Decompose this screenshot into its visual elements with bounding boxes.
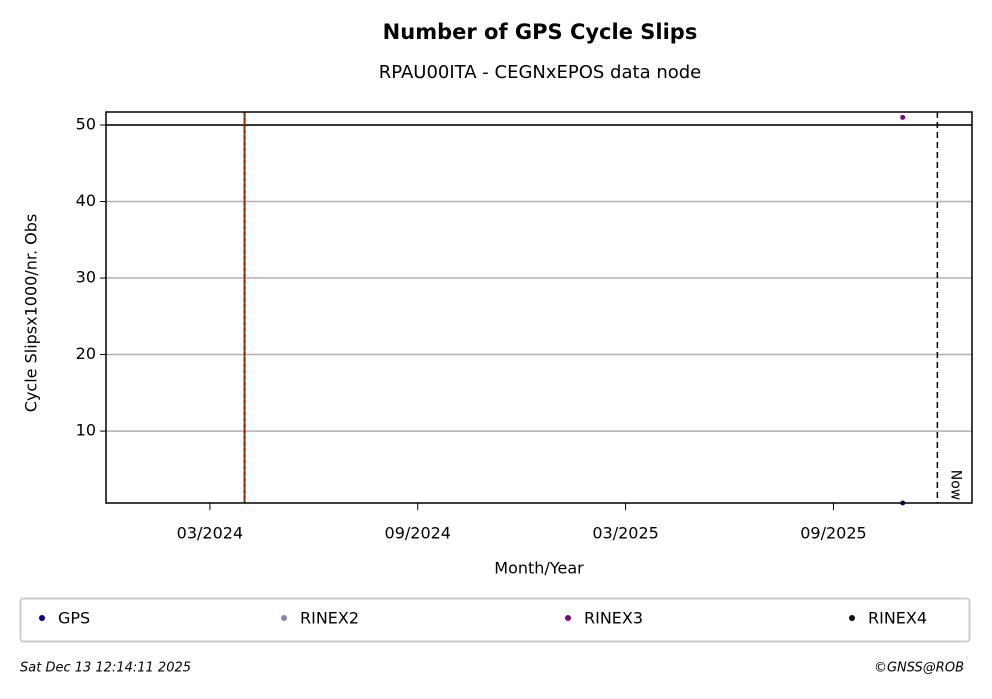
x-tick-label: 03/2025 — [592, 524, 658, 543]
legend-marker — [39, 615, 45, 621]
y-tick-label: 50 — [76, 115, 96, 134]
now-label: Now — [947, 470, 963, 501]
legend-label: RINEX4 — [868, 609, 927, 628]
legend-box — [19, 597, 971, 643]
legend-marker — [281, 615, 287, 621]
y-axis-label: Cycle Slipsx1000/nr. Obs — [22, 214, 41, 412]
y-tick-label: 10 — [76, 421, 96, 440]
legend-marker — [565, 615, 571, 621]
x-axis-label: Month/Year — [494, 559, 584, 578]
x-tick-label: 09/2024 — [385, 524, 451, 543]
legend-label: GPS — [58, 609, 90, 628]
x-tick-label: 09/2025 — [800, 524, 866, 543]
chart-title: Number of GPS Cycle Slips — [383, 20, 698, 44]
y-tick-label: 30 — [76, 268, 96, 287]
legend-marker — [849, 615, 855, 621]
y-tick-label: 40 — [76, 191, 96, 210]
chart-subtitle: RPAU00ITA - CEGNxEPOS data node — [379, 62, 702, 83]
y-tick-label: 20 — [76, 344, 96, 363]
legend-label: RINEX2 — [300, 609, 359, 628]
legend-label: RINEX3 — [584, 609, 643, 628]
plot-frame — [105, 111, 973, 504]
timestamp: Sat Dec 13 12:14:11 2025 — [20, 661, 191, 676]
x-tick-label: 03/2024 — [177, 524, 243, 543]
credit: ©GNSS@ROB — [874, 661, 964, 676]
data-point — [900, 114, 906, 120]
